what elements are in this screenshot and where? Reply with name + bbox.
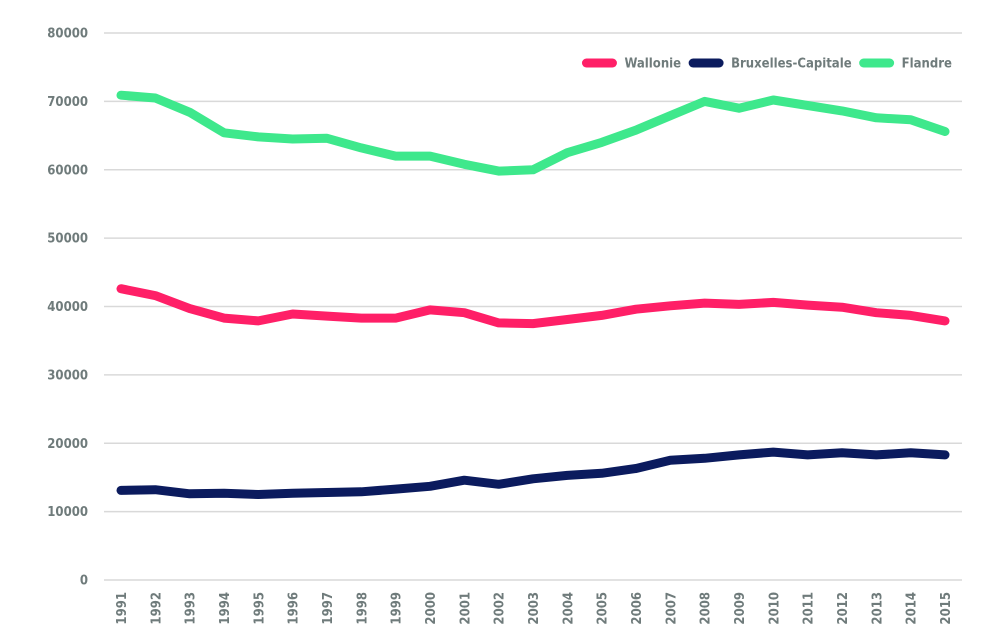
x-tick-label: 1997 xyxy=(321,592,336,625)
series-lines xyxy=(116,90,950,499)
series-line-wallonie xyxy=(116,284,950,329)
x-tick-label: 2009 xyxy=(733,592,748,625)
x-tick-label: 1996 xyxy=(287,592,302,625)
legend-label: Wallonie xyxy=(624,57,681,72)
y-axis-tick-labels: 0 10000 20000 30000 40000 50000 60000 70000 8000… xyxy=(47,27,88,589)
x-tick-label: 2005 xyxy=(596,592,611,625)
y-tick-label: 0 xyxy=(80,574,88,589)
x-tick-label: 1992 xyxy=(149,592,164,625)
series-line-flandre xyxy=(116,90,950,176)
x-tick-label: 2000 xyxy=(424,592,439,625)
x-tick-label: 1995 xyxy=(252,592,267,625)
x-tick-label: 2007 xyxy=(664,592,679,625)
x-tick-label: 2001 xyxy=(458,592,473,625)
x-tick-label: 1994 xyxy=(218,592,233,625)
x-tick-label: 2006 xyxy=(630,592,645,625)
grid-lines xyxy=(104,32,962,581)
x-tick-label: 2004 xyxy=(561,592,576,625)
x-tick-label: 2014 xyxy=(905,592,920,625)
y-tick-label: 50000 xyxy=(47,232,88,247)
x-tick-label: 2008 xyxy=(699,592,714,625)
x-tick-label: 2003 xyxy=(527,592,542,625)
y-tick-label: 70000 xyxy=(47,95,88,110)
y-tick-label: 10000 xyxy=(47,505,88,520)
x-tick-label: 1998 xyxy=(355,592,370,625)
series-line-bruxelles-capitale xyxy=(116,447,950,499)
x-tick-label: 2012 xyxy=(836,592,851,625)
y-tick-label: 30000 xyxy=(47,368,88,383)
y-tick-label: 60000 xyxy=(47,163,88,178)
y-tick-label: 80000 xyxy=(47,27,88,42)
x-tick-label: 2011 xyxy=(802,592,817,625)
y-tick-label: 20000 xyxy=(47,437,88,452)
legend-label: Flandre xyxy=(902,57,952,72)
legend: Wallonie Bruxelles-Capitale Flandre xyxy=(581,57,952,72)
x-tick-label: 2002 xyxy=(493,592,508,625)
y-tick-label: 40000 xyxy=(47,300,88,315)
x-axis-tick-labels: 1991 1992 1993 1994 1995 1996 1997 1998 1999 2000… xyxy=(115,592,954,625)
x-tick-label: 1999 xyxy=(390,592,405,625)
x-tick-label: 2010 xyxy=(767,592,782,625)
x-tick-label: 1991 xyxy=(115,592,130,625)
x-tick-label: 2013 xyxy=(870,592,885,625)
legend-label: Bruxelles-Capitale xyxy=(731,57,852,72)
x-tick-label: 2015 xyxy=(939,592,954,625)
x-tick-label: 1993 xyxy=(184,592,199,625)
